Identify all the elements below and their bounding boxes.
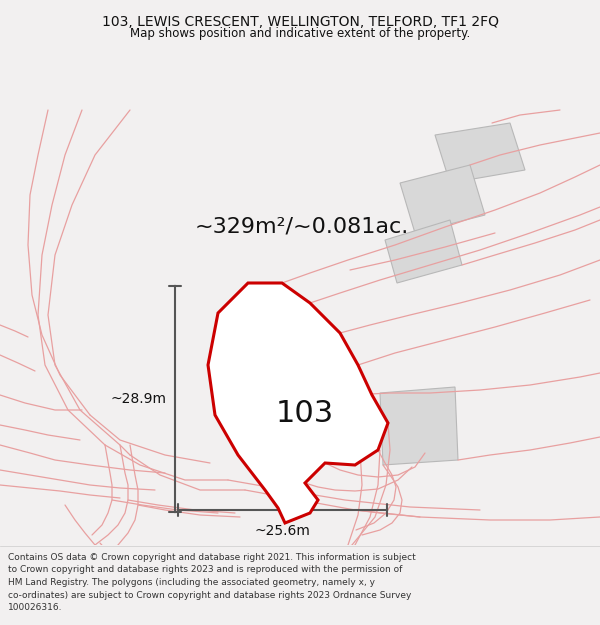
Text: ~329m²/~0.081ac.: ~329m²/~0.081ac.	[195, 217, 409, 237]
Text: Map shows position and indicative extent of the property.: Map shows position and indicative extent…	[130, 27, 470, 39]
Text: HM Land Registry. The polygons (including the associated geometry, namely x, y: HM Land Registry. The polygons (includin…	[8, 578, 375, 587]
Text: co-ordinates) are subject to Crown copyright and database rights 2023 Ordnance S: co-ordinates) are subject to Crown copyr…	[8, 591, 412, 599]
Text: ~25.6m: ~25.6m	[254, 524, 310, 538]
Polygon shape	[400, 165, 485, 233]
Polygon shape	[380, 387, 458, 465]
Text: to Crown copyright and database rights 2023 and is reproduced with the permissio: to Crown copyright and database rights 2…	[8, 566, 403, 574]
Text: 103: 103	[276, 399, 334, 428]
Polygon shape	[435, 123, 525, 183]
Text: 100026316.: 100026316.	[8, 603, 62, 612]
Text: Contains OS data © Crown copyright and database right 2021. This information is : Contains OS data © Crown copyright and d…	[8, 553, 416, 562]
Text: 103, LEWIS CRESCENT, WELLINGTON, TELFORD, TF1 2FQ: 103, LEWIS CRESCENT, WELLINGTON, TELFORD…	[101, 16, 499, 29]
Text: ~28.9m: ~28.9m	[111, 392, 167, 406]
Polygon shape	[385, 220, 462, 283]
Polygon shape	[208, 283, 388, 523]
